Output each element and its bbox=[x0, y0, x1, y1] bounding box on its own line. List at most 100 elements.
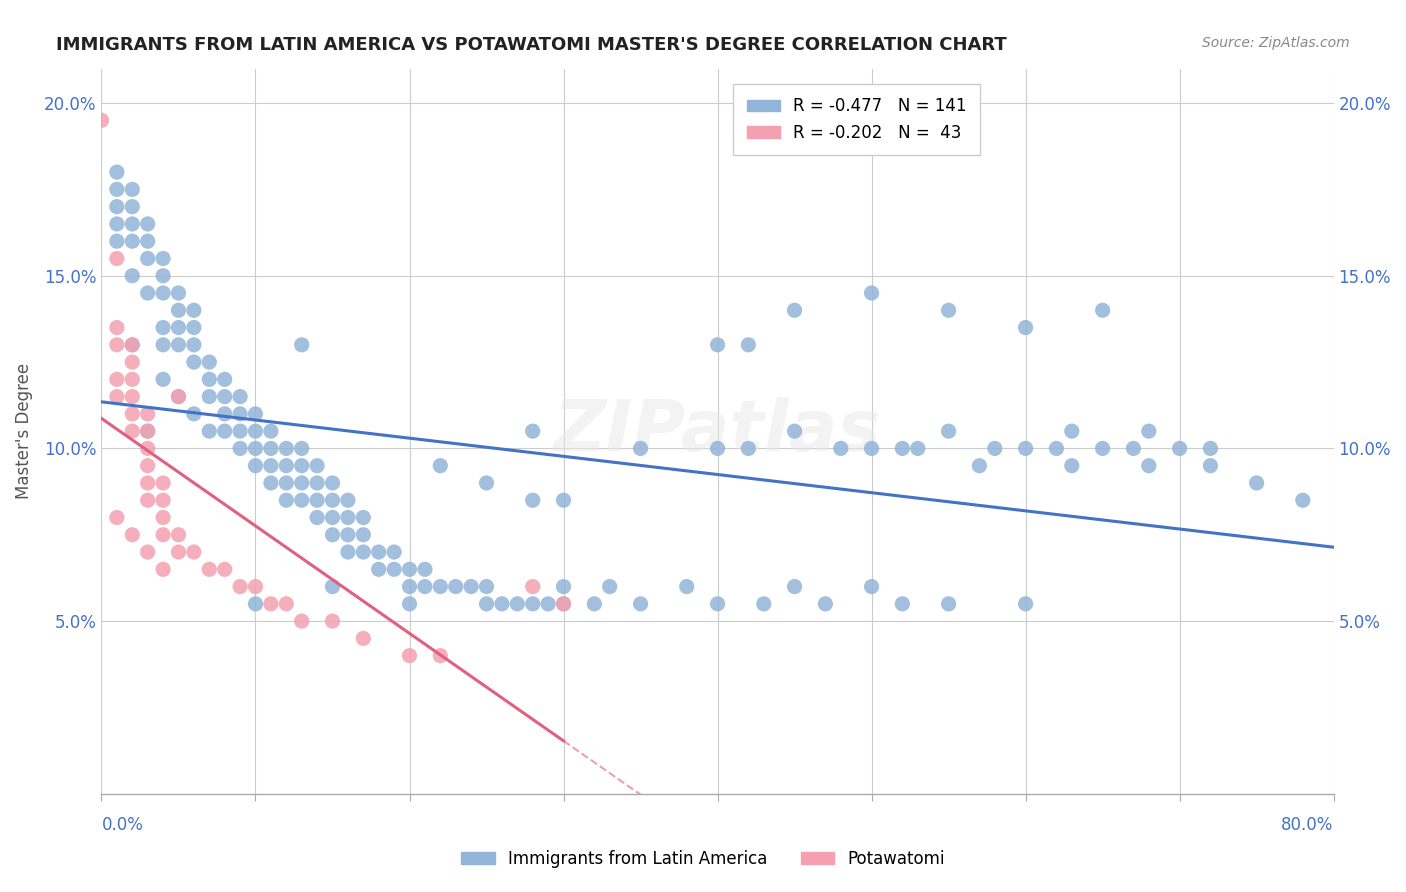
Point bbox=[198, 390, 221, 404]
Point bbox=[167, 285, 190, 300]
Point bbox=[152, 528, 174, 542]
Point bbox=[891, 442, 914, 456]
Point bbox=[245, 597, 267, 611]
Point bbox=[229, 442, 252, 456]
Point bbox=[152, 493, 174, 508]
Point bbox=[1060, 458, 1083, 473]
Point bbox=[352, 510, 374, 524]
Point bbox=[105, 217, 128, 231]
Point bbox=[336, 493, 359, 508]
Point bbox=[475, 580, 498, 594]
Point bbox=[553, 597, 575, 611]
Point bbox=[152, 338, 174, 352]
Point bbox=[291, 442, 314, 456]
Point bbox=[198, 562, 221, 576]
Point bbox=[307, 475, 329, 490]
Point bbox=[260, 475, 283, 490]
Point bbox=[136, 475, 159, 490]
Point bbox=[276, 475, 298, 490]
Point bbox=[291, 475, 314, 490]
Point bbox=[1168, 442, 1191, 456]
Point bbox=[830, 442, 852, 456]
Point bbox=[245, 458, 267, 473]
Point bbox=[198, 424, 221, 438]
Point bbox=[307, 510, 329, 524]
Point bbox=[1292, 493, 1315, 508]
Point bbox=[475, 597, 498, 611]
Point bbox=[1091, 442, 1114, 456]
Point bbox=[276, 493, 298, 508]
Point bbox=[1014, 597, 1036, 611]
Point bbox=[938, 424, 960, 438]
Point bbox=[121, 407, 143, 421]
Point bbox=[1122, 442, 1144, 456]
Point bbox=[152, 510, 174, 524]
Point bbox=[1060, 424, 1083, 438]
Point bbox=[90, 113, 112, 128]
Point bbox=[260, 424, 283, 438]
Point bbox=[121, 424, 143, 438]
Point bbox=[152, 320, 174, 334]
Point bbox=[276, 442, 298, 456]
Point bbox=[183, 303, 205, 318]
Text: 80.0%: 80.0% bbox=[1281, 815, 1334, 833]
Text: IMMIGRANTS FROM LATIN AMERICA VS POTAWATOMI MASTER'S DEGREE CORRELATION CHART: IMMIGRANTS FROM LATIN AMERICA VS POTAWAT… bbox=[56, 36, 1007, 54]
Point bbox=[1137, 458, 1160, 473]
Point bbox=[121, 528, 143, 542]
Point bbox=[183, 338, 205, 352]
Point bbox=[382, 545, 405, 559]
Point bbox=[553, 580, 575, 594]
Point bbox=[522, 597, 544, 611]
Point bbox=[398, 648, 420, 663]
Point bbox=[105, 372, 128, 386]
Point bbox=[245, 407, 267, 421]
Point bbox=[307, 458, 329, 473]
Point bbox=[630, 442, 652, 456]
Point bbox=[352, 545, 374, 559]
Point bbox=[214, 407, 236, 421]
Point bbox=[152, 372, 174, 386]
Point bbox=[336, 528, 359, 542]
Point bbox=[553, 597, 575, 611]
Point bbox=[167, 545, 190, 559]
Point bbox=[413, 580, 436, 594]
Point bbox=[152, 268, 174, 283]
Point bbox=[1137, 424, 1160, 438]
Point bbox=[121, 200, 143, 214]
Point bbox=[105, 165, 128, 179]
Point bbox=[783, 580, 806, 594]
Point bbox=[706, 442, 728, 456]
Point bbox=[214, 424, 236, 438]
Point bbox=[167, 390, 190, 404]
Point bbox=[938, 303, 960, 318]
Point bbox=[105, 390, 128, 404]
Point bbox=[783, 303, 806, 318]
Point bbox=[152, 285, 174, 300]
Point bbox=[183, 355, 205, 369]
Point bbox=[675, 580, 697, 594]
Point bbox=[429, 648, 451, 663]
Point bbox=[522, 493, 544, 508]
Point bbox=[783, 424, 806, 438]
Point bbox=[136, 252, 159, 266]
Point bbox=[630, 597, 652, 611]
Point bbox=[398, 580, 420, 594]
Point bbox=[121, 338, 143, 352]
Point bbox=[891, 597, 914, 611]
Point bbox=[214, 372, 236, 386]
Point bbox=[167, 303, 190, 318]
Point bbox=[214, 562, 236, 576]
Point bbox=[706, 597, 728, 611]
Point bbox=[860, 580, 883, 594]
Text: 0.0%: 0.0% bbox=[101, 815, 143, 833]
Point bbox=[121, 234, 143, 248]
Point bbox=[537, 597, 560, 611]
Point bbox=[491, 597, 513, 611]
Point bbox=[737, 442, 759, 456]
Point bbox=[522, 580, 544, 594]
Text: Source: ZipAtlas.com: Source: ZipAtlas.com bbox=[1202, 36, 1350, 50]
Point bbox=[1246, 475, 1268, 490]
Point bbox=[105, 510, 128, 524]
Point bbox=[229, 407, 252, 421]
Point bbox=[245, 580, 267, 594]
